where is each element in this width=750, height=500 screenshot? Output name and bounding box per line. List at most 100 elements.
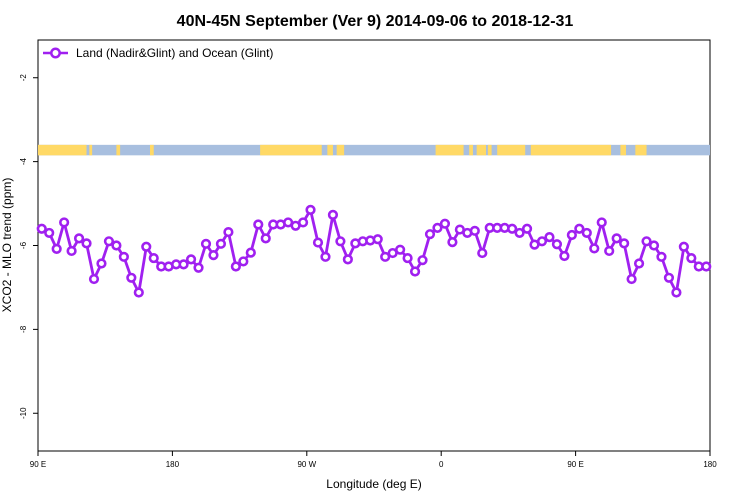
data-point [626,273,637,285]
data-point [663,272,675,283]
data-point [417,255,428,266]
data-point [148,252,159,264]
data-point [88,273,100,285]
data-point [342,254,353,265]
data-point [238,256,249,267]
data-point [245,247,256,258]
data-point [193,262,204,273]
x-tick-label: 90 E [567,460,583,469]
data-point [372,234,383,245]
ocean-band [38,144,710,156]
x-axis: 90 E 180 90 W 0 90 E 180 [30,451,717,469]
data-point [185,254,197,265]
land-ocean-strip [38,144,710,156]
x-tick-label: 0 [439,460,444,469]
data-point [111,240,122,251]
data-point [671,287,682,298]
data-point [141,241,152,252]
data-point [81,238,92,249]
data-point [320,251,331,262]
data-point [215,238,227,249]
data-point [133,287,144,298]
data-point [126,272,137,283]
land-segment [327,144,333,156]
land-segment [469,144,473,156]
data-point [327,209,339,220]
land-segment [476,144,486,156]
chart-title: 40N-45N September (Ver 9) 2014-09-06 to … [177,13,574,30]
data-point [335,236,346,247]
y-axis: -2 -4 -6 -8 -10 [19,74,38,419]
data-point [477,247,488,259]
land-segment [497,144,526,156]
legend-label: Land (Nadir&Glint) and Ocean (Glint) [76,46,273,60]
data-point [619,238,630,249]
data-point [596,217,607,228]
data-point [424,229,436,240]
data-point [701,261,712,272]
land-segment [620,144,626,156]
data-point [380,251,391,262]
legend: Land (Nadir&Glint) and Ocean (Glint) [43,46,273,60]
y-tick-label: -4 [19,158,28,166]
data-point [447,237,458,248]
data-point [559,250,570,262]
data-point [178,259,189,270]
data-point [118,251,129,262]
data-point [469,225,480,236]
data-point [551,239,563,250]
land-segment [260,144,322,156]
data-point [641,236,652,247]
data-point [574,223,585,234]
data-point [581,227,592,239]
data-point [260,233,271,244]
data-point [544,232,555,243]
land-segment [336,144,345,156]
x-tick-label: 90 W [297,460,316,469]
data-point [200,238,212,249]
data-point [432,222,443,233]
data-point [395,244,406,255]
y-tick-label: -6 [19,241,28,249]
data-point [223,226,234,238]
land-segment [635,144,647,156]
data-point [514,227,525,239]
data-point [604,245,615,257]
data-point [409,266,421,277]
data-point [66,245,77,257]
series-layer [36,204,712,298]
data-point [44,227,55,239]
data-point [96,258,107,269]
data-point [73,233,85,244]
y-tick-label: -2 [19,74,28,82]
y-tick-label: -8 [19,325,28,333]
x-axis-label: Longitude (deg E) [326,477,421,491]
data-point [611,233,622,244]
data-point [589,243,600,254]
x-tick-label: 180 [703,460,717,469]
data-point [678,241,689,252]
data-point [507,223,518,234]
data-point [59,217,70,228]
data-point [103,236,115,247]
data-point [297,217,309,228]
data-point [51,243,62,254]
land-segment [38,144,87,156]
legend-marker-swatch [50,47,61,59]
y-axis-label: XCO2 - MLO trend (ppm) [0,178,14,313]
land-segment [435,144,464,156]
data-point [402,252,413,264]
data-point [656,251,667,262]
data-point [566,229,577,241]
land-segment [89,144,93,156]
data-point [521,223,533,234]
data-point [230,261,241,272]
data-point [536,236,548,247]
data-point [633,258,645,269]
data-point [686,252,697,264]
land-segment [116,144,121,156]
data-point [312,237,324,248]
x-tick-label: 90 E [30,460,46,469]
data-point [208,250,219,261]
